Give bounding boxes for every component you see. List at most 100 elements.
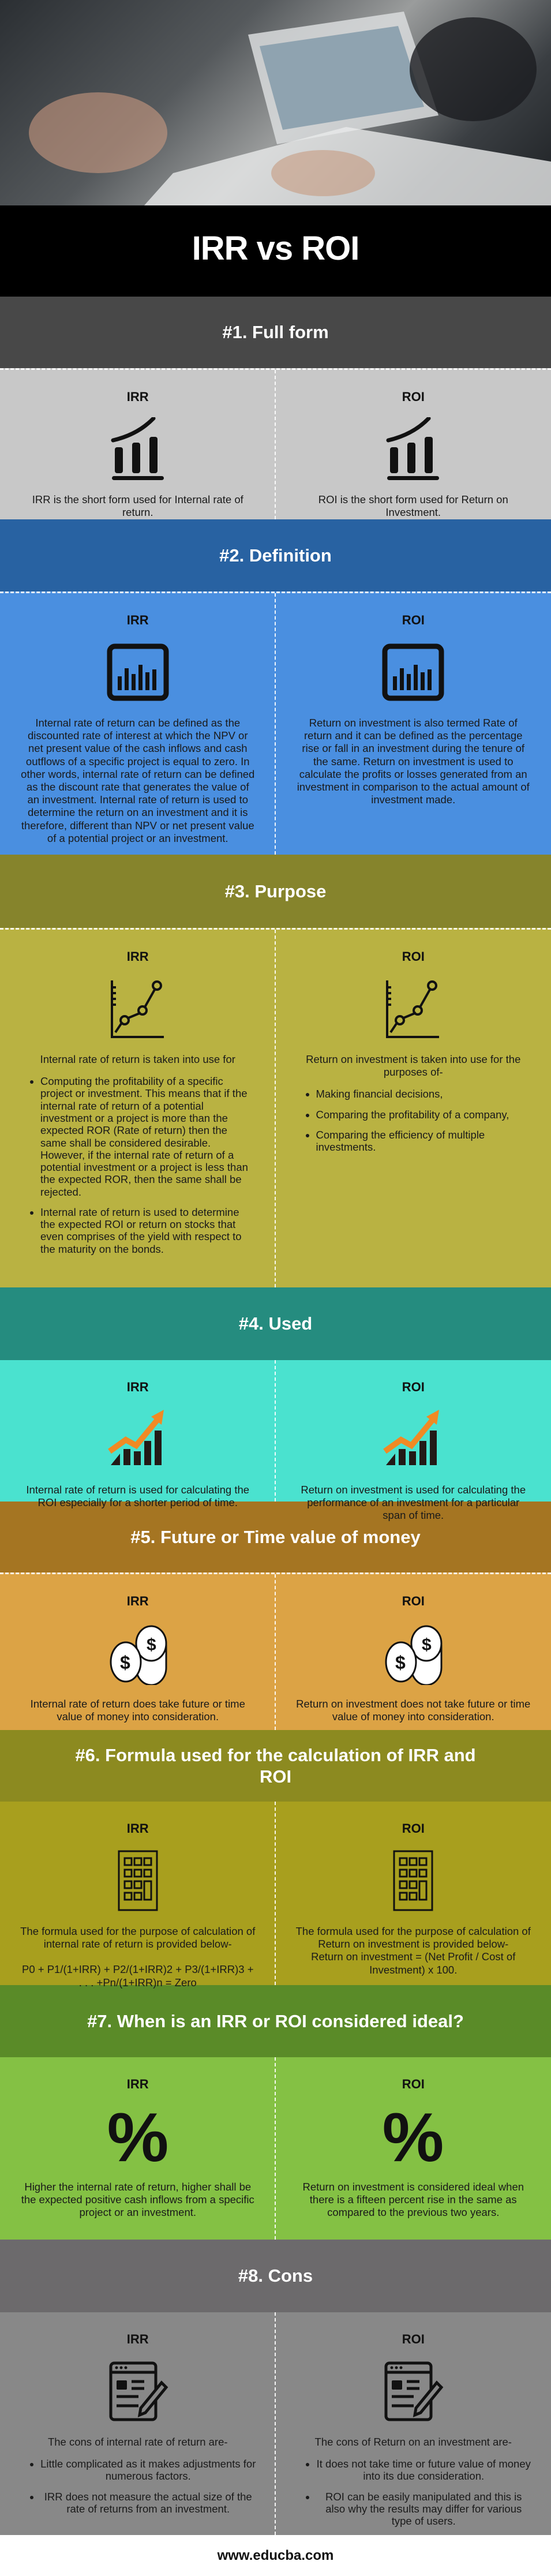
svg-text:$: $ bbox=[147, 1635, 156, 1654]
section-heading: #4. Used bbox=[0, 1287, 551, 1360]
column-roi: ROI The formula used for the purpose of c… bbox=[276, 1802, 551, 1985]
bar-growth-icon bbox=[106, 416, 170, 481]
column-label: IRR bbox=[126, 613, 149, 627]
column-label: IRR bbox=[126, 1821, 149, 1836]
line-chart-icon bbox=[381, 977, 445, 1040]
bullet-item: Comparing the efficiency of multiple inv… bbox=[316, 1129, 532, 1154]
column-irr: IRR $ $ Internal rate of return does take f… bbox=[0, 1574, 276, 1730]
column-label: IRR bbox=[126, 2332, 149, 2346]
column-irr: IRR% Higher the internal rate of return, … bbox=[0, 2057, 276, 2240]
svg-text:%: % bbox=[107, 2105, 168, 2168]
section-heading: #1. Full form bbox=[0, 297, 551, 368]
bullet-list: Little complicated as it makes adjustmen… bbox=[20, 2458, 256, 2523]
column-label: IRR bbox=[126, 949, 149, 964]
column-label: ROI bbox=[402, 1594, 425, 1608]
description: Return on investment is also termed Rate… bbox=[297, 717, 530, 806]
bullet-list: Computing the profitability of a specifi… bbox=[20, 1075, 256, 1263]
bullet-item: IRR does not measure the actual size of … bbox=[40, 2491, 256, 2515]
description: Return on investment is considered ideal… bbox=[302, 2181, 524, 2219]
section-heading: #6. Formula used for the calculation of … bbox=[0, 1730, 551, 1802]
column-irr: IRR IRR is the short form used for Intern… bbox=[0, 370, 276, 519]
section-body: IRR The formula used for the purpose of c… bbox=[0, 1802, 551, 1989]
bullet-item: Little complicated as it makes adjustmen… bbox=[40, 2458, 256, 2483]
description: Return on investment does not take futur… bbox=[296, 1698, 531, 1723]
bullet-item: Comparing the profitability of a company… bbox=[316, 1109, 532, 1121]
section-body: IRR Internal rate of return is taken into… bbox=[0, 928, 551, 1287]
bullet-list: It does not take time or future value of… bbox=[295, 2458, 532, 2535]
section-body: IRR The cons of internal rate of return a… bbox=[0, 2312, 551, 2535]
description: The formula used for the purpose of calc… bbox=[295, 1925, 531, 1950]
column-roi: ROI% Return on investment is considered i… bbox=[276, 2057, 551, 2240]
description: IRR is the short form used for Internal … bbox=[32, 493, 243, 519]
column-irr: IRR The formula used for the purpose of c… bbox=[0, 1802, 276, 1989]
column-label: IRR bbox=[126, 390, 149, 404]
chart-board-icon bbox=[106, 641, 170, 704]
header-photo bbox=[0, 0, 551, 205]
document-edit-icon bbox=[381, 2360, 445, 2423]
description: The formula used for the purpose of calc… bbox=[20, 1925, 256, 1950]
svg-text:$: $ bbox=[120, 1652, 130, 1673]
description: Internal rate of return does take future… bbox=[30, 1698, 245, 1723]
section-heading: #2. Definition bbox=[0, 519, 551, 591]
column-roi: ROI ROI is the short form used for Return… bbox=[276, 370, 551, 519]
bullet-item: It does not take time or future value of… bbox=[316, 2458, 532, 2483]
section-body: IRR Internal rate of return is used for c… bbox=[0, 1360, 551, 1521]
column-irr: IRR Internal rate of return is used for c… bbox=[0, 1360, 276, 1508]
column-irr: IRR Internal rate of return can be define… bbox=[0, 593, 276, 855]
section-body: IRR $ $ Internal rate of return does take f… bbox=[0, 1572, 551, 1730]
svg-text:$: $ bbox=[422, 1635, 432, 1654]
column-label: ROI bbox=[402, 949, 425, 964]
section-body: IRR Internal rate of return can be define… bbox=[0, 591, 551, 855]
description: Internal rate of return is taken into us… bbox=[40, 1053, 235, 1065]
description: Internal rate of return is used for calc… bbox=[26, 1484, 250, 1509]
section-heading: #8. Cons bbox=[0, 2240, 551, 2312]
percent-icon: % bbox=[381, 2099, 445, 2176]
column-irr: IRR Internal rate of return is taken into… bbox=[0, 930, 276, 1287]
description: Return on investment is used for calcula… bbox=[301, 1484, 526, 1522]
bullet-item: Computing the profitability of a specifi… bbox=[40, 1075, 256, 1198]
column-label: IRR bbox=[126, 1380, 149, 1394]
description: ROI is the short form used for Return on… bbox=[318, 493, 508, 519]
description: The cons of internal rate of return are- bbox=[47, 2436, 228, 2448]
section-body: IRR% Higher the internal rate of return, … bbox=[0, 2057, 551, 2240]
description: The cons of Return on an investment are- bbox=[314, 2436, 512, 2448]
column-roi: ROI $ $ Return on investment does not take … bbox=[276, 1574, 551, 1730]
line-chart-icon bbox=[106, 977, 170, 1040]
bullet-list: Making financial decisions, Comparing the… bbox=[295, 1088, 532, 1161]
section-heading: #5. Future or Time value of money bbox=[0, 1502, 551, 1572]
formula: Return on investment = (Net Profit / Cos… bbox=[311, 1950, 516, 1976]
column-label: ROI bbox=[402, 1380, 425, 1394]
document-edit-icon bbox=[106, 2360, 170, 2423]
section-body: IRR IRR is the short form used for Intern… bbox=[0, 368, 551, 519]
column-roi: ROI Return on investment is taken into us… bbox=[276, 930, 551, 1287]
page-title: IRR vs ROI bbox=[0, 205, 551, 297]
column-label: ROI bbox=[402, 2077, 425, 2091]
percent-icon: % bbox=[106, 2099, 170, 2176]
section-heading: #7. When is an IRR or ROI considered ide… bbox=[0, 1985, 551, 2057]
calculator-icon bbox=[381, 1849, 445, 1912]
bullet-item: ROI can be easily manipulated and this i… bbox=[316, 2491, 532, 2528]
trend-arrow-icon bbox=[106, 1407, 170, 1471]
description: Internal rate of return can be defined a… bbox=[21, 717, 255, 844]
svg-text:%: % bbox=[383, 2105, 444, 2168]
footer-url: www.educba.com bbox=[217, 2547, 334, 2563]
column-label: ROI bbox=[402, 1821, 425, 1836]
section-heading: #3. Purpose bbox=[0, 855, 551, 928]
calculator-icon bbox=[106, 1849, 170, 1912]
description: Return on investment is taken into use f… bbox=[306, 1053, 521, 1079]
bar-growth-icon bbox=[381, 416, 445, 481]
column-label: ROI bbox=[402, 390, 425, 404]
trend-arrow-icon bbox=[381, 1407, 445, 1471]
chart-board-icon bbox=[381, 641, 445, 704]
column-label: IRR bbox=[126, 1594, 149, 1608]
svg-text:$: $ bbox=[395, 1652, 406, 1673]
column-roi: ROI Return on investment is used for calc… bbox=[276, 1360, 551, 1521]
column-label: IRR bbox=[126, 2077, 149, 2091]
column-label: ROI bbox=[402, 2332, 425, 2346]
column-irr: IRR The cons of internal rate of return a… bbox=[0, 2312, 276, 2535]
description: Higher the internal rate of return, high… bbox=[21, 2181, 254, 2219]
column-roi: ROI The cons of Return on an investment a… bbox=[276, 2312, 551, 2535]
column-label: ROI bbox=[402, 613, 425, 627]
bullet-item: Internal rate of return is used to deter… bbox=[40, 1206, 256, 1255]
coins-icon: $ $ bbox=[106, 1622, 170, 1686]
